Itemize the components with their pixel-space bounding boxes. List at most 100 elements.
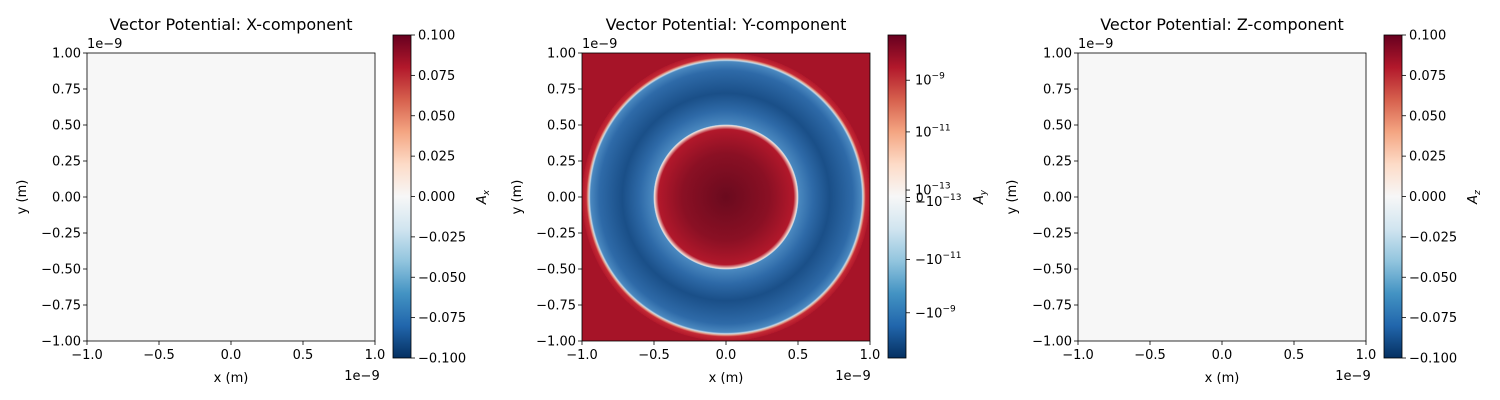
y-tick-label: 0.50 xyxy=(547,119,576,134)
heatmap-field xyxy=(87,53,375,341)
y-offset-text: 1e−9 xyxy=(87,37,122,52)
y-tick-label: −0.50 xyxy=(1032,263,1072,278)
colorbar-tick-label: −0.100 xyxy=(418,352,466,367)
colorbar-tick-label: −10−9 xyxy=(915,304,956,321)
y-axis-label: y (m) xyxy=(1005,180,1020,215)
y-tick-label: −0.75 xyxy=(1032,299,1072,314)
colorbar-tick-label: 10−9 xyxy=(915,72,945,89)
heatmap-area xyxy=(87,53,375,341)
colorbar xyxy=(888,35,906,358)
x-ticks: −1.0 −0.5 0.0 0.5 1.0 xyxy=(71,341,385,363)
x-tick-label: 0.5 xyxy=(293,348,314,363)
x-tick-label: 1.0 xyxy=(365,348,386,363)
colorbar xyxy=(393,35,411,358)
y-tick-label: −1.00 xyxy=(536,335,576,350)
x-tick-label: −0.5 xyxy=(1134,348,1166,363)
x-offset-text: 1e−9 xyxy=(1335,369,1370,384)
y-tick-label: 0.00 xyxy=(52,191,81,206)
y-tick-label: 1.00 xyxy=(52,47,81,62)
colorbar-tick-label: −0.075 xyxy=(418,311,466,326)
x-tick-label: −1.0 xyxy=(71,348,103,363)
y-tick-label: −0.50 xyxy=(536,263,576,278)
colorbar-tick-label: 0.050 xyxy=(1409,109,1446,124)
colorbar-tick-label: −0.100 xyxy=(1409,352,1457,367)
heatmap-field xyxy=(1078,53,1366,341)
colorbar-tick-label: 10−11 xyxy=(915,123,951,140)
panel-x-component: Vector Potential: X-component −1.0 −0.5 0.… xyxy=(15,15,492,386)
x-tick-label: 1.0 xyxy=(1356,348,1377,363)
colorbar-ticks: 10−9 10−11 10−13−10−13 −10−11 −10−9 0 xyxy=(906,72,961,321)
x-tick-label: −1.0 xyxy=(1062,348,1094,363)
x-offset-text: 1e−9 xyxy=(344,369,379,384)
colorbar-frame xyxy=(887,34,907,359)
panel-z-component: Vector Potential: Z-component −1.0 −0.5 0.… xyxy=(1005,15,1483,386)
x-tick-label: 0.0 xyxy=(716,348,737,363)
colorbar-tick-label: 0.075 xyxy=(1409,69,1446,84)
panel-title: Vector Potential: Z-component xyxy=(1100,15,1344,34)
x-tick-label: 0.5 xyxy=(788,348,809,363)
heatmap-area xyxy=(1078,53,1366,341)
colorbar-tick-label: −0.025 xyxy=(418,230,466,245)
y-tick-label: 0.75 xyxy=(1043,83,1072,98)
colorbar-tick-label: 0.100 xyxy=(1409,29,1446,44)
y-tick-label: 0.25 xyxy=(1043,155,1072,170)
x-tick-label: 0.0 xyxy=(221,348,242,363)
y-tick-label: 0.75 xyxy=(547,83,576,98)
colorbar-tick-label: 0.050 xyxy=(418,109,455,124)
colorbar-tick-label: −0.075 xyxy=(1409,311,1457,326)
colorbar-tick-label: 10−13 xyxy=(915,182,951,199)
colorbar-label: Ay xyxy=(972,189,989,205)
colorbar-ticks: 0.100 0.075 0.050 0.025 0.000 −0.025 −0.050 −0.… xyxy=(1402,29,1457,367)
x-tick-label: 0.0 xyxy=(1212,348,1233,363)
y-tick-label: 0.50 xyxy=(1043,119,1072,134)
y-tick-label: −1.00 xyxy=(1032,335,1072,350)
y-tick-label: 1.00 xyxy=(1043,47,1072,62)
colorbar-tick-label: 0.025 xyxy=(1409,150,1446,165)
y-tick-label: 0.00 xyxy=(1043,191,1072,206)
colorbar xyxy=(1384,35,1402,358)
y-tick-label: −0.25 xyxy=(1032,227,1072,242)
y-axis-label: y (m) xyxy=(510,180,525,215)
y-tick-label: −0.25 xyxy=(536,227,576,242)
y-offset-text: 1e−9 xyxy=(1078,37,1113,52)
colorbar-tick-label: 0.075 xyxy=(418,69,455,84)
colorbar-tick-label: 0.100 xyxy=(418,29,455,44)
y-offset-text: 1e−9 xyxy=(582,37,617,52)
colorbar-tick-label: −10−13 xyxy=(915,193,961,210)
heatmap-field xyxy=(582,53,870,341)
panel-title: Vector Potential: Y-component xyxy=(606,15,847,34)
panel-y-component: Vector Potential: Y-component −1.0 −0.5 0.… xyxy=(510,15,989,386)
y-tick-label: 0.75 xyxy=(52,83,81,98)
colorbar-tick-label: 0.025 xyxy=(418,150,455,165)
colorbar-label: Az xyxy=(1466,190,1483,205)
y-tick-label: −0.50 xyxy=(41,263,81,278)
colorbar-tick-label: −0.025 xyxy=(1409,230,1457,245)
y-tick-label: 1.00 xyxy=(547,47,576,62)
y-ticks: 1.00 0.75 0.50 0.25 0.00 −0.25 −0.50 −0.75 −1.00 xyxy=(536,47,582,350)
y-tick-label: −0.75 xyxy=(41,299,81,314)
y-tick-label: 0.25 xyxy=(547,155,576,170)
x-tick-label: 1.0 xyxy=(860,348,881,363)
x-tick-label: 0.5 xyxy=(1284,348,1305,363)
panel-title: Vector Potential: X-component xyxy=(109,15,352,34)
y-tick-label: −0.75 xyxy=(536,299,576,314)
y-axis-label: y (m) xyxy=(15,180,30,215)
x-tick-label: −0.5 xyxy=(143,348,175,363)
x-axis-label: x (m) xyxy=(1205,371,1240,386)
y-ticks: 1.00 0.75 0.50 0.25 0.00 −0.25 −0.50 −0.75 −1.00 xyxy=(1032,47,1078,350)
y-tick-label: 0.00 xyxy=(547,191,576,206)
y-tick-label: 0.50 xyxy=(52,119,81,134)
x-tick-label: −1.0 xyxy=(566,348,598,363)
y-tick-label: 0.25 xyxy=(52,155,81,170)
colorbar-tick-label: −10−11 xyxy=(915,251,961,268)
colorbar-ticks: 0.100 0.075 0.050 0.025 0.000 −0.025 −0.050 −0.… xyxy=(411,29,466,367)
colorbar-tick-label: 0 xyxy=(916,190,924,204)
x-axis-label: x (m) xyxy=(709,371,744,386)
heatmap-area xyxy=(582,53,870,341)
colorbar-label: Ax xyxy=(475,189,492,205)
x-axis-label: x (m) xyxy=(214,371,249,386)
colorbar-tick-label: 0.000 xyxy=(418,190,455,205)
x-tick-label: −0.5 xyxy=(638,348,670,363)
x-offset-text: 1e−9 xyxy=(835,369,870,384)
